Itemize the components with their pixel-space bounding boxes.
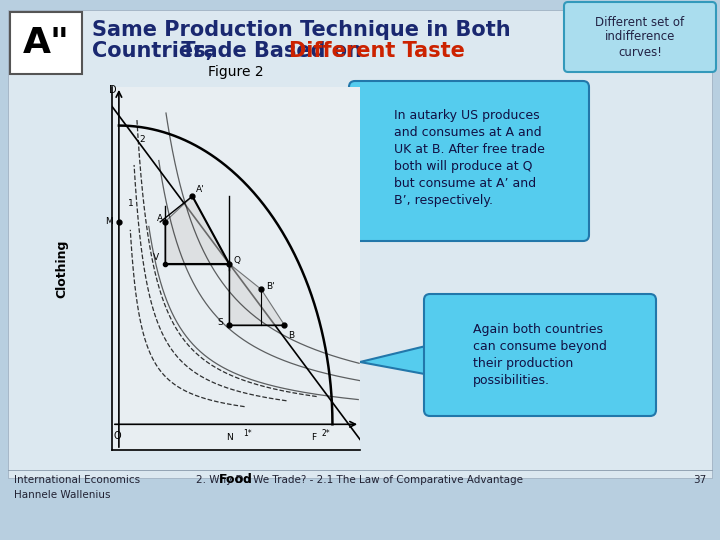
Text: O: O	[113, 431, 121, 441]
Text: 37: 37	[693, 475, 706, 485]
Text: A": A"	[22, 26, 69, 60]
Text: America: America	[153, 182, 201, 195]
FancyBboxPatch shape	[424, 294, 656, 416]
Text: 2: 2	[140, 134, 145, 144]
Text: B': B'	[266, 282, 274, 291]
Text: B: B	[288, 332, 294, 340]
Text: Same Production Technique in Both: Same Production Technique in Both	[92, 20, 510, 40]
Text: Food: Food	[219, 473, 253, 486]
Text: Britain: Britain	[286, 327, 325, 340]
Text: N: N	[226, 434, 233, 442]
Text: Again both countries
can consume beyond
their production
possibilities.: Again both countries can consume beyond …	[473, 323, 607, 387]
Text: Different Taste: Different Taste	[289, 41, 465, 61]
Polygon shape	[229, 264, 284, 325]
Text: A: A	[157, 214, 163, 223]
Text: In autarky US produces
and consumes at A and
UK at B. After free trade
both will: In autarky US produces and consumes at A…	[394, 109, 544, 207]
Text: A': A'	[196, 185, 204, 194]
Text: Clothing: Clothing	[55, 239, 68, 298]
Text: V: V	[153, 253, 159, 262]
Text: Figure 2: Figure 2	[208, 65, 264, 79]
Text: Q: Q	[234, 256, 240, 265]
Text: 1: 1	[128, 199, 134, 208]
Text: Hannele Wallenius: Hannele Wallenius	[14, 490, 110, 500]
Text: M: M	[105, 218, 113, 226]
Polygon shape	[360, 345, 430, 375]
Text: International Economics: International Economics	[14, 475, 140, 485]
Text: S: S	[217, 318, 223, 327]
Text: D: D	[109, 85, 117, 96]
FancyBboxPatch shape	[564, 2, 716, 72]
Text: Trade Based on: Trade Based on	[174, 41, 369, 61]
FancyBboxPatch shape	[10, 12, 82, 74]
Text: 1*: 1*	[243, 429, 252, 437]
Text: Different set of
indifference
curves!: Different set of indifference curves!	[595, 16, 685, 58]
Text: 2. Why Do We Trade? - 2.1 The Law of Comparative Advantage: 2. Why Do We Trade? - 2.1 The Law of Com…	[197, 475, 523, 485]
FancyBboxPatch shape	[8, 10, 712, 478]
Text: Countries,: Countries,	[92, 41, 214, 61]
Polygon shape	[165, 196, 229, 264]
Text: 2*: 2*	[321, 429, 330, 437]
Polygon shape	[300, 147, 355, 180]
FancyBboxPatch shape	[349, 81, 589, 241]
Text: F: F	[312, 434, 317, 442]
